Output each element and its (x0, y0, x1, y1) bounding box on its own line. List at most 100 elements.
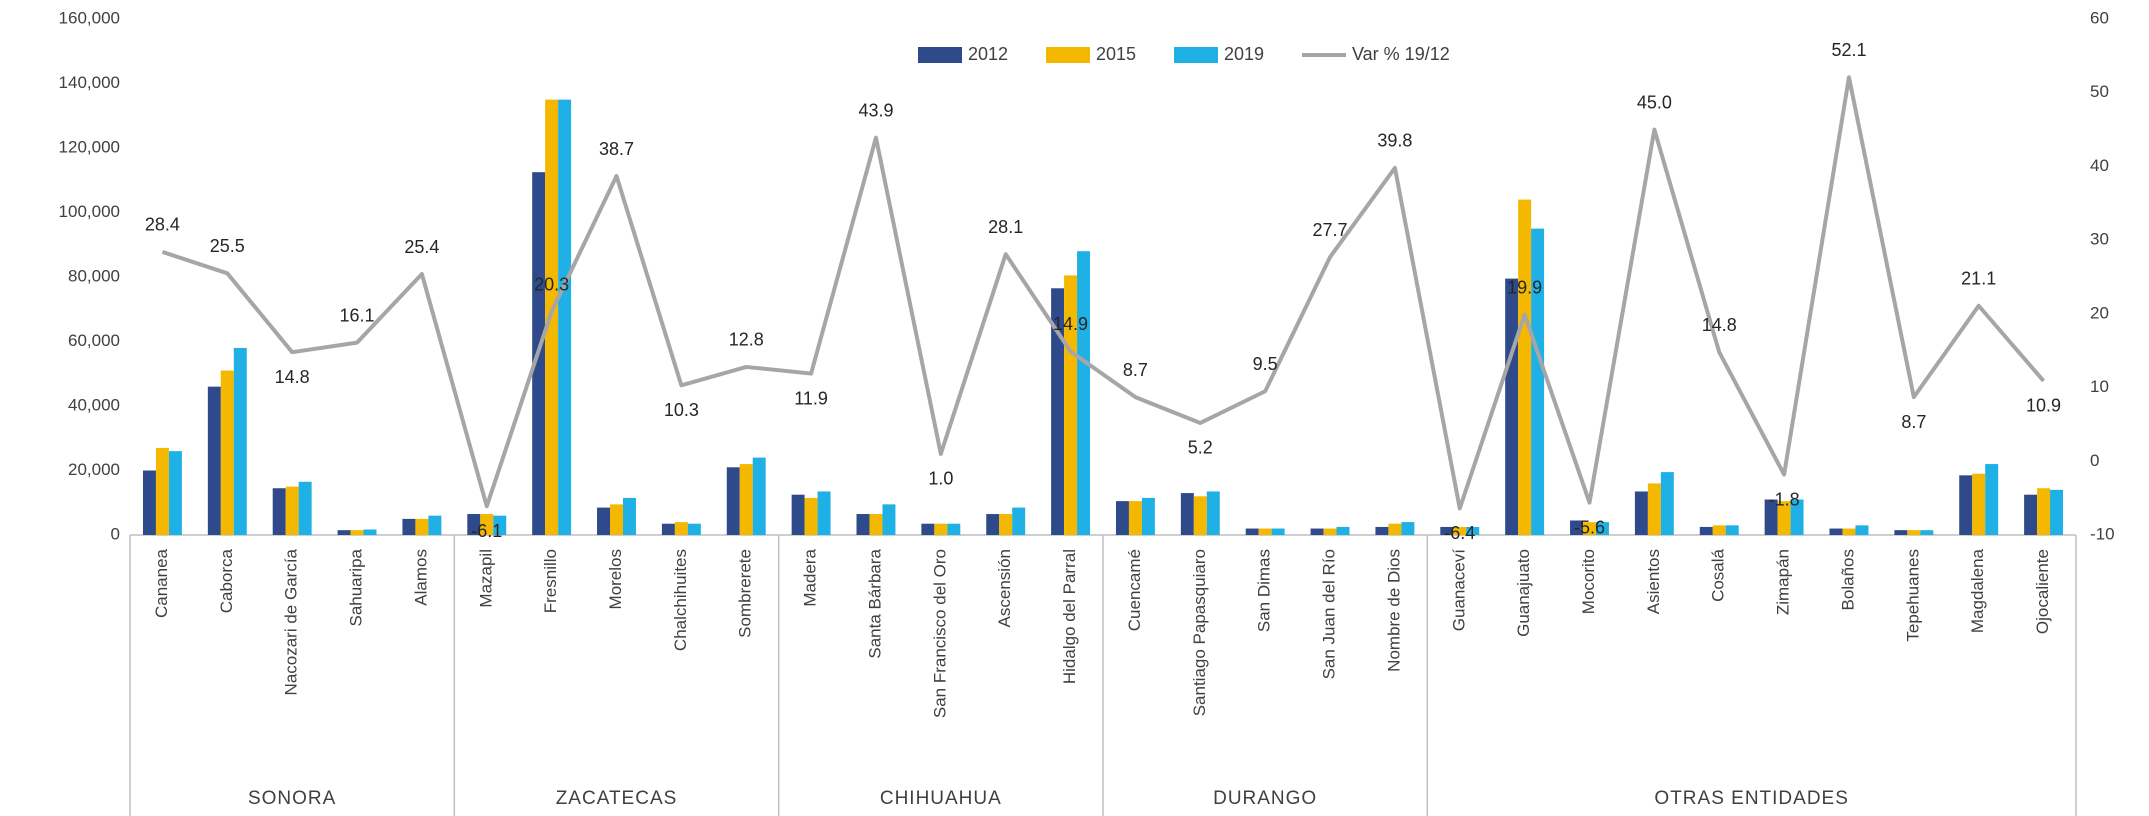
y-tick-label: 120,000 (59, 137, 120, 156)
bar (687, 523, 701, 535)
bar (1466, 526, 1480, 535)
y-tick-label: 160,000 (59, 8, 120, 27)
bar (1375, 526, 1389, 535)
bar (1699, 526, 1713, 535)
bar (1064, 275, 1078, 535)
y-tick-label: 140,000 (59, 73, 120, 92)
y2-tick-label: -10 (2090, 524, 2115, 543)
legend: 2012 2015 2019 Var % 19/12 (918, 44, 1450, 64)
data-label: 20.3 (534, 274, 569, 294)
data-label: -6.1 (471, 521, 502, 541)
x-tick-label: Mocorito (1579, 549, 1598, 614)
bar (739, 464, 753, 535)
x-tick-label: Guanajuato (1514, 549, 1533, 637)
bar (493, 515, 507, 535)
y-tick-label: 20,000 (68, 460, 120, 479)
bar (1012, 507, 1026, 535)
data-label: 8.7 (1901, 412, 1926, 432)
bar (337, 530, 351, 535)
y2-tick-label: 10 (2090, 377, 2109, 396)
bar (1764, 499, 1778, 535)
bar (1141, 497, 1155, 535)
y2-tick-label: 0 (2090, 451, 2099, 470)
legend-label: 2015 (1096, 44, 1136, 64)
bar (921, 523, 935, 535)
x-tick-label: Chalchihuites (671, 549, 690, 651)
data-label: 14.9 (1053, 314, 1088, 334)
x-tick-label: Asientos (1644, 549, 1663, 614)
bar (791, 494, 805, 535)
bar (142, 470, 156, 535)
bar (220, 370, 234, 535)
y2-tick-label: 50 (2090, 82, 2109, 101)
bar (1972, 473, 1986, 535)
bar (428, 515, 442, 535)
bar (1725, 525, 1739, 535)
x-tick-label: Ojocaliente (2033, 549, 2052, 634)
bar (2024, 494, 2038, 535)
bar (272, 488, 286, 535)
bar (1245, 528, 1259, 535)
y-tick-label: 80,000 (68, 266, 120, 285)
legend-label: Var % 19/12 (1352, 44, 1450, 64)
bar (726, 467, 740, 535)
bar (1505, 278, 1519, 535)
group-label: OTRAS ENTIDADES (1654, 788, 1848, 809)
bar (1777, 501, 1791, 535)
bar (1128, 501, 1142, 535)
x-tick-label: Morelos (606, 549, 625, 609)
data-label: 9.5 (1253, 354, 1278, 374)
data-label: 14.8 (1702, 315, 1737, 335)
bar (804, 497, 818, 535)
x-tick-label: Cosalá (1709, 548, 1728, 601)
legend-label: 2019 (1224, 44, 1264, 64)
data-label: 28.4 (145, 215, 180, 235)
bar (999, 514, 1013, 535)
bar (1959, 475, 1973, 535)
y2-tick-label: 40 (2090, 156, 2109, 175)
group-label: ZACATECAS (556, 788, 678, 809)
x-tick-label: Guanaceví (1449, 549, 1468, 631)
data-label: 21.1 (1961, 268, 1996, 288)
x-tick-label: Cananea (152, 548, 171, 618)
bar (661, 523, 675, 535)
x-tick-label: Fresnillo (541, 549, 560, 613)
bar (947, 523, 961, 535)
bar (1258, 528, 1272, 535)
bar (934, 523, 948, 535)
legend-swatch (1174, 47, 1218, 63)
data-label: 45.0 (1637, 92, 1672, 112)
bar (1634, 491, 1648, 535)
data-label: 10.3 (664, 400, 699, 420)
bar (1985, 464, 1999, 535)
bar (1401, 522, 1415, 535)
x-tick-label: Alamos (411, 549, 430, 606)
x-tick-label: Santa Bárbara (865, 548, 884, 658)
bar (363, 529, 377, 535)
x-tick-label: Santiago Papasquiaro (1190, 549, 1209, 716)
bar (1388, 523, 1402, 535)
bar (1595, 522, 1609, 535)
y-tick-label: 60,000 (68, 331, 120, 350)
data-label: 8.7 (1123, 360, 1148, 380)
bar (350, 530, 364, 535)
data-label: 5.2 (1188, 438, 1213, 458)
bar (1440, 526, 1454, 535)
data-label: 10.9 (2026, 396, 2061, 416)
bar (1660, 472, 1674, 535)
bar (1077, 251, 1091, 535)
data-label: 39.8 (1377, 131, 1412, 151)
bar (285, 486, 299, 535)
bar (1051, 288, 1065, 535)
data-label: -6.4 (1444, 523, 1475, 543)
x-tick-label: San Dimas (1255, 549, 1274, 632)
bar (1271, 528, 1285, 535)
x-tick-label: Tepehuanes (1903, 549, 1922, 642)
bar (1855, 525, 1869, 535)
bar (1894, 530, 1908, 535)
bar (168, 451, 182, 535)
bar (597, 507, 611, 535)
bar (1193, 496, 1207, 535)
data-label: -5.6 (1574, 517, 1605, 537)
y-tick-label: 100,000 (59, 202, 120, 221)
